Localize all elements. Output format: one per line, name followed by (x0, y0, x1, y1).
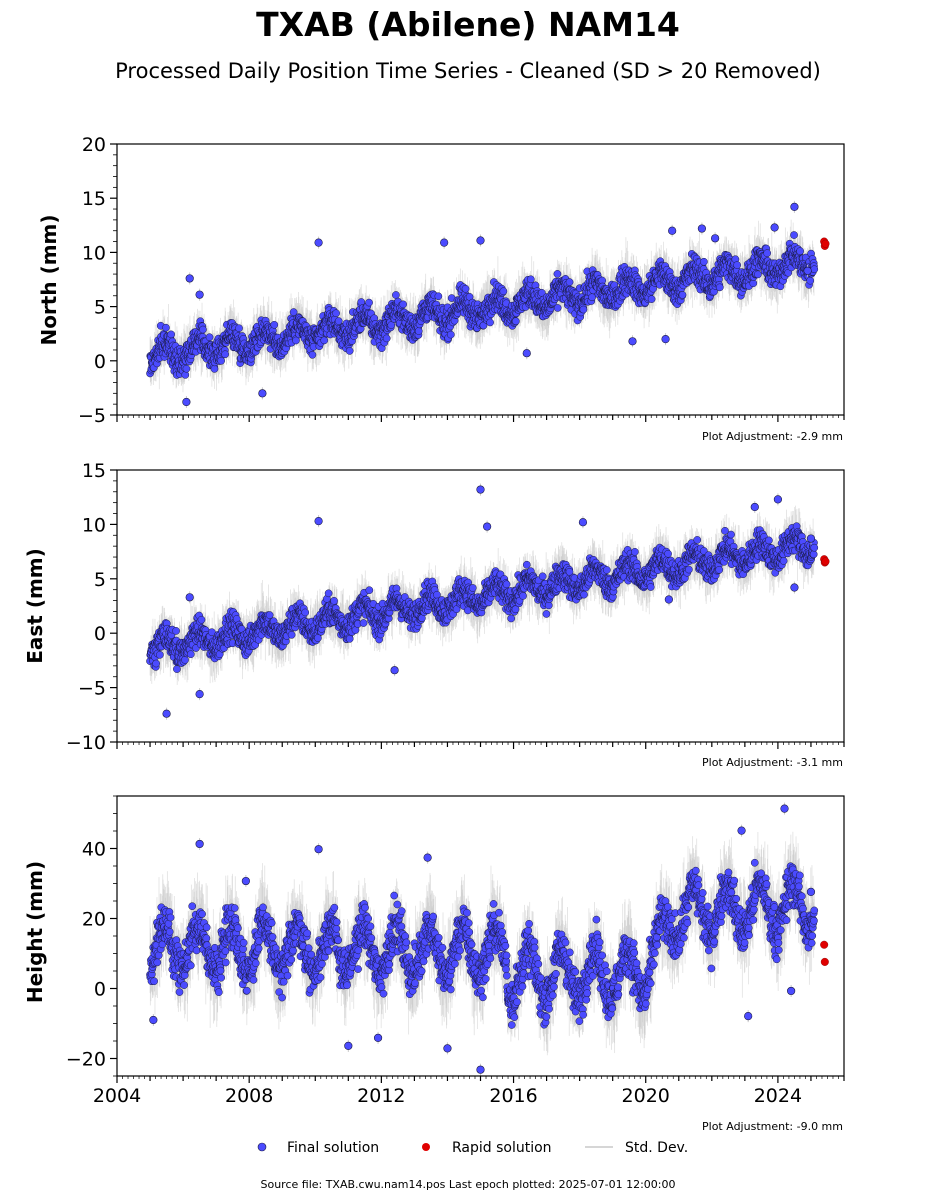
north-final-point (182, 364, 191, 373)
north-final-point (292, 336, 300, 345)
north-y-tick-label: 20 (82, 134, 106, 156)
north-y-tick-label: 5 (94, 297, 106, 319)
north-outlier-point (711, 234, 720, 243)
north-final-point (221, 350, 230, 359)
north-final-point (345, 347, 354, 355)
north-final-point (199, 325, 207, 334)
north-y-tick-label: −5 (78, 405, 106, 427)
north-final-point (553, 270, 562, 278)
figure-subtitle: Processed Daily Position Time Series - C… (115, 59, 821, 83)
north-final-point (289, 308, 298, 316)
north-final-point (414, 327, 423, 335)
north-y-tick-label: 0 (94, 351, 106, 373)
north-final-point (217, 356, 225, 365)
north-marks-layer: −5 0 5 10 15 20 (78, 134, 845, 427)
north-final-point (235, 324, 243, 333)
north-outlier-point (258, 389, 267, 398)
north-final-point (461, 284, 470, 293)
north-final-point (806, 276, 815, 285)
north-final-point (205, 333, 214, 342)
north-final-point (392, 291, 400, 299)
north-final-point (810, 265, 819, 274)
north-final-point (320, 336, 329, 345)
north-final-point (167, 330, 175, 339)
north-scatter-layer (146, 200, 830, 408)
north-final-point (553, 304, 562, 312)
north-outlier-point (770, 223, 779, 232)
north-final-point (210, 365, 219, 373)
north-outlier-point (314, 238, 323, 247)
north-final-point (332, 309, 340, 318)
north-final-point (399, 300, 407, 309)
north-final-point (499, 287, 508, 296)
north-final-point (678, 291, 687, 299)
north-final-point (733, 261, 741, 269)
north-final-point (446, 330, 455, 339)
north-final-point (434, 292, 443, 301)
north-outlier-point (182, 397, 191, 407)
north-final-point (334, 317, 343, 325)
north-y-axis-label: North (mm) (37, 214, 61, 345)
north-final-point (365, 298, 373, 307)
north-outlier-point (628, 337, 637, 346)
north-final-point (565, 278, 574, 286)
north-y-tick-label: 15 (82, 188, 106, 210)
north-final-point (763, 249, 772, 258)
north-final-point (387, 321, 396, 329)
east-scatter-layer (146, 483, 830, 720)
north-outlier-point (668, 226, 677, 235)
north-final-point (382, 334, 391, 343)
north-rapid-point (821, 239, 830, 248)
north-final-point (486, 318, 494, 327)
north-final-point (790, 231, 798, 239)
north-final-point (700, 257, 708, 266)
north-final-point (308, 350, 317, 359)
north-y-tick-label: 10 (82, 242, 106, 264)
figure-title: TXAB (Abilene) NAM14 (256, 5, 680, 44)
north-outlier-point (185, 274, 194, 283)
north-final-point (588, 293, 596, 302)
north-outlier-point (522, 349, 531, 358)
north-outlier-point (440, 238, 449, 247)
north-plot-adjustment: Plot Adjustment: -2.9 mm (702, 430, 843, 443)
north-final-point (579, 305, 588, 314)
north-outlier-point (195, 290, 204, 299)
north-final-point (511, 317, 520, 326)
north-outlier-point (476, 236, 485, 245)
north-outlier-point (661, 335, 670, 344)
north-final-point (270, 320, 279, 329)
north-final-point (647, 295, 656, 303)
north-final-point (526, 275, 535, 284)
north-final-point (796, 247, 804, 256)
north-final-point (715, 283, 724, 292)
north-final-point (162, 323, 170, 332)
north-panel: −5 0 5 10 15 20 North (mm) Plot Adjustment: -… (37, 134, 845, 443)
north-outlier-point (697, 224, 707, 233)
north-outlier-point (803, 266, 812, 275)
north-outlier-point (790, 202, 799, 211)
north-final-point (754, 270, 762, 279)
